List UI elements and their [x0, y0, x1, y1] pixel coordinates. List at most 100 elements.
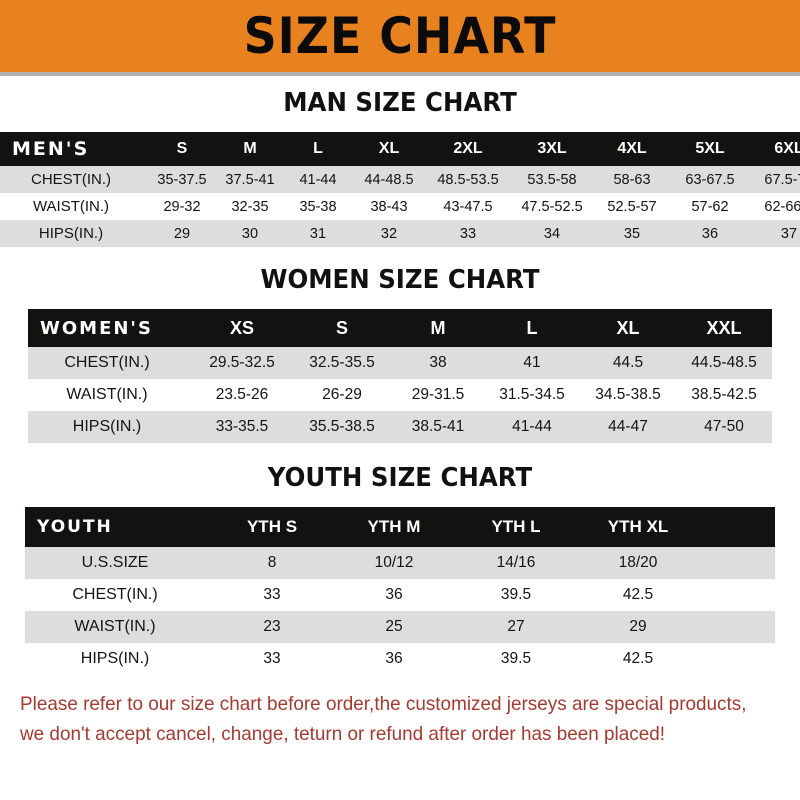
man-size-header: 2XL	[426, 132, 510, 166]
table-row: HIPS(IN.) 29 30 31 32 33 34 35 36 37	[0, 220, 800, 247]
cell-value: 38.5-42.5	[676, 379, 772, 411]
cell-value: 63-67.5	[670, 166, 750, 193]
cell-value: 29-32	[148, 193, 216, 220]
cell-value: 33	[211, 643, 333, 675]
cell-value: 23.5-26	[192, 379, 292, 411]
man-header-row: MEN'S S M L XL 2XL 3XL 4XL 5XL 6XL	[0, 132, 800, 166]
man-size-header: M	[216, 132, 284, 166]
page-header-banner: SIZE CHART	[0, 0, 800, 72]
youth-size-header: YTH M	[333, 507, 455, 547]
row-label: HIPS(IN.)	[25, 643, 211, 675]
table-row: CHEST(IN.) 29.5-32.5 32.5-35.5 38 41 44.…	[28, 347, 772, 379]
youth-size-header: YTH L	[455, 507, 577, 547]
cell-value: 57-62	[670, 193, 750, 220]
youth-table-body: YOUTH YTH S YTH M YTH L YTH XL U.S.SIZE …	[25, 507, 775, 675]
cell-value: 53.5-58	[510, 166, 594, 193]
cell-value: 33-35.5	[192, 411, 292, 443]
notice-line-1: Please refer to our size chart before or…	[20, 693, 747, 715]
cell-value: 33	[211, 579, 333, 611]
cell-value: 36	[333, 643, 455, 675]
cell-value: 31	[284, 220, 352, 247]
row-label: HIPS(IN.)	[0, 220, 148, 247]
cell-value: 44-48.5	[352, 166, 426, 193]
cell-value: 42.5	[577, 579, 699, 611]
section-youth-size-chart: YOUTH SIZE CHART YOUTH YTH S YTH M YTH L…	[0, 463, 800, 675]
cell-value: 35	[594, 220, 670, 247]
youth-size-header: YTH XL	[577, 507, 699, 547]
cell-value: 47-50	[676, 411, 772, 443]
cell-value: 47.5-52.5	[510, 193, 594, 220]
table-row: CHEST(IN.) 35-37.5 37.5-41 41-44 44-48.5…	[0, 166, 800, 193]
man-size-header: S	[148, 132, 216, 166]
cell-value: 32-35	[216, 193, 284, 220]
cell-value: 30	[216, 220, 284, 247]
cell-value: 39.5	[455, 643, 577, 675]
cell-value: 67.5-72	[750, 166, 800, 193]
table-row: U.S.SIZE 8 10/12 14/16 18/20	[25, 547, 775, 579]
youth-header-row: YOUTH YTH S YTH M YTH L YTH XL	[25, 507, 775, 547]
women-table-body: WOMEN'S XS S M L XL XXL CHEST(IN.) 29.5-…	[28, 309, 772, 443]
cell-value: 39.5	[455, 579, 577, 611]
cell-value: 34	[510, 220, 594, 247]
cell-value: 23	[211, 611, 333, 643]
youth-size-table: YOUTH YTH S YTH M YTH L YTH XL U.S.SIZE …	[25, 507, 775, 675]
man-size-header: XL	[352, 132, 426, 166]
cell-value: 35.5-38.5	[292, 411, 392, 443]
cell-value: 26-29	[292, 379, 392, 411]
row-label: WAIST(IN.)	[28, 379, 192, 411]
women-size-header: XXL	[676, 309, 772, 347]
cell-value: 32	[352, 220, 426, 247]
cell-value: 62-66.5	[750, 193, 800, 220]
cell-value: 38	[392, 347, 484, 379]
man-section-title: MAN SIZE CHART	[283, 88, 517, 118]
cell-value: 38-43	[352, 193, 426, 220]
cell-value: 29.5-32.5	[192, 347, 292, 379]
cell-spacer	[699, 547, 775, 579]
cell-spacer	[699, 611, 775, 643]
table-row: HIPS(IN.) 33-35.5 35.5-38.5 38.5-41 41-4…	[28, 411, 772, 443]
women-size-header: XL	[580, 309, 676, 347]
row-label: WAIST(IN.)	[25, 611, 211, 643]
cell-value: 58-63	[594, 166, 670, 193]
cell-value: 34.5-38.5	[580, 379, 676, 411]
women-corner-label: WOMEN'S	[28, 309, 192, 347]
man-size-header: 5XL	[670, 132, 750, 166]
man-size-header: L	[284, 132, 352, 166]
cell-value: 8	[211, 547, 333, 579]
table-row: CHEST(IN.) 33 36 39.5 42.5	[25, 579, 775, 611]
cell-value: 41-44	[284, 166, 352, 193]
women-header-row: WOMEN'S XS S M L XL XXL	[28, 309, 772, 347]
page-title: SIZE CHART	[243, 7, 557, 65]
section-women-size-chart: WOMEN SIZE CHART WOMEN'S XS S M L XL XXL…	[0, 265, 800, 443]
table-row: WAIST(IN.) 29-32 32-35 35-38 38-43 43-47…	[0, 193, 800, 220]
row-label: U.S.SIZE	[25, 547, 211, 579]
cell-value: 52.5-57	[594, 193, 670, 220]
table-row: WAIST(IN.) 23.5-26 26-29 29-31.5 31.5-34…	[28, 379, 772, 411]
cell-value: 44.5	[580, 347, 676, 379]
cell-value: 18/20	[577, 547, 699, 579]
youth-section-title: YOUTH SIZE CHART	[267, 463, 533, 493]
return-policy-notice: Please refer to our size chart before or…	[20, 689, 757, 749]
cell-value: 38.5-41	[392, 411, 484, 443]
cell-spacer	[699, 579, 775, 611]
cell-value: 43-47.5	[426, 193, 510, 220]
cell-value: 35-37.5	[148, 166, 216, 193]
cell-value: 36	[670, 220, 750, 247]
man-size-header: 4XL	[594, 132, 670, 166]
women-size-table: WOMEN'S XS S M L XL XXL CHEST(IN.) 29.5-…	[28, 309, 772, 443]
banner-divider	[0, 72, 800, 76]
cell-value: 27	[455, 611, 577, 643]
cell-value: 42.5	[577, 643, 699, 675]
cell-value: 44.5-48.5	[676, 347, 772, 379]
cell-value: 48.5-53.5	[426, 166, 510, 193]
section-man-size-chart: MAN SIZE CHART MEN'S S M L XL 2XL 3XL 4X…	[0, 88, 800, 247]
cell-value: 25	[333, 611, 455, 643]
man-size-table: MEN'S S M L XL 2XL 3XL 4XL 5XL 6XL CHEST…	[0, 132, 800, 247]
cell-value: 41-44	[484, 411, 580, 443]
cell-value: 37.5-41	[216, 166, 284, 193]
cell-value: 44-47	[580, 411, 676, 443]
cell-value: 36	[333, 579, 455, 611]
row-label: CHEST(IN.)	[0, 166, 148, 193]
women-section-title: WOMEN SIZE CHART	[260, 265, 540, 295]
cell-value: 29-31.5	[392, 379, 484, 411]
